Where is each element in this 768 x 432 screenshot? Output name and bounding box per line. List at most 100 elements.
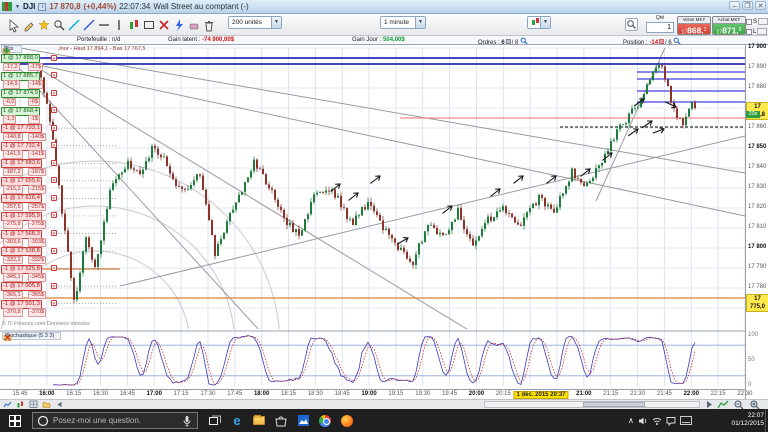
vertical-line-tool-icon[interactable] — [111, 17, 125, 33]
order-close-icon[interactable]: ✕ — [51, 265, 57, 272]
time-axis-label: 18:30 — [307, 391, 323, 397]
order-label[interactable]: -1 @ 17 538,8 — [1, 247, 42, 257]
horizontal-scrollbar[interactable] — [484, 401, 700, 408]
order-close-icon[interactable]: ✕ — [51, 247, 57, 254]
price-axis[interactable]: 17 900 17 890 17 880 17 860 17 850 17 840 17 8… — [745, 44, 768, 400]
pencil-tool-icon[interactable] — [21, 17, 35, 33]
star-tool-icon[interactable] — [36, 17, 50, 33]
instrument-search-button[interactable] — [625, 18, 638, 31]
order-pnl-currency: -1$ — [28, 115, 40, 124]
timeframe-select[interactable]: 1 minute ▼ — [380, 16, 426, 29]
store-icon[interactable] — [270, 409, 292, 432]
chevron-down-icon[interactable]: ▼ — [540, 17, 550, 28]
buy-marker-tool-icon[interactable] — [126, 17, 140, 33]
time-axis[interactable]: 15:45 16:00 16:15 16:30 16:45 17:00 17:15 17:30… — [0, 389, 752, 400]
price-axis-label: 17 880 — [748, 84, 767, 90]
chevron-down-icon[interactable]: ▼ — [415, 17, 425, 28]
stop-checkbox-label: S — [753, 18, 758, 25]
units-select[interactable]: 200 unités ▼ — [228, 16, 282, 29]
chart-type-button[interactable]: ▼ — [527, 16, 551, 29]
order-label[interactable]: 1 @ 17 874,9 — [1, 89, 40, 99]
volume-icon[interactable] — [638, 416, 648, 426]
sell-market-button[interactable]: Vente MKT 17868,1 — [677, 16, 711, 35]
search-input[interactable] — [53, 416, 177, 425]
cursor-tool-icon[interactable] — [6, 17, 20, 33]
grid-icon[interactable] — [29, 400, 41, 409]
order-close-icon[interactable]: ✕ — [51, 54, 57, 61]
indicator-icon[interactable] — [3, 400, 15, 409]
limit-value-field[interactable] — [757, 28, 768, 35]
order-close-icon[interactable]: ✕ — [51, 300, 57, 307]
zoom-out-icon[interactable] — [733, 400, 746, 410]
order-close-icon[interactable]: ✕ — [51, 142, 57, 149]
show-desktop-button[interactable] — [765, 409, 768, 432]
order-label[interactable]: 1 @ 17 868,4 — [1, 106, 40, 116]
chevron-down-icon[interactable]: ▼ — [271, 17, 281, 28]
order-label[interactable]: -1 @ 17 733,1 — [1, 124, 42, 134]
maximize-button[interactable]: ❐ — [742, 1, 753, 10]
collapse-icon[interactable] — [55, 400, 67, 409]
edge-icon[interactable]: e — [233, 413, 241, 428]
limit-checkbox[interactable] — [746, 28, 752, 35]
keyboard-icon[interactable] — [679, 416, 692, 425]
window-controls: – ❐ ✕ — [729, 1, 766, 10]
task-view-icon[interactable] — [204, 409, 226, 432]
order-close-icon[interactable]: ✕ — [51, 124, 57, 131]
order-close-icon[interactable]: ✕ — [51, 159, 57, 166]
order-close-icon[interactable]: ✕ — [51, 230, 57, 236]
close-button[interactable]: ✕ — [755, 1, 766, 10]
order-close-icon[interactable]: ✕ — [51, 282, 57, 289]
position-magnifier-icon[interactable] — [673, 37, 681, 45]
network-icon[interactable] — [652, 416, 662, 426]
segment-cyan-tool-icon[interactable] — [66, 17, 80, 33]
info-icon[interactable]: i — [38, 2, 47, 11]
stochastic-panel-header[interactable]: Stochastique (5 3 3) — [2, 332, 62, 341]
buy-market-button[interactable]: Achat MKT 17871,9 — [712, 16, 746, 35]
firefox-icon[interactable] — [336, 409, 358, 432]
compare-icon[interactable] — [16, 400, 28, 409]
order-label[interactable]: 1 @ 17 888,0 — [1, 54, 40, 63]
stop-value-field[interactable] — [758, 18, 768, 25]
delete-cross-tool-icon[interactable] — [156, 17, 170, 33]
action-center-icon[interactable] — [666, 416, 676, 426]
microphone-icon[interactable] — [182, 415, 192, 427]
horizontal-line-tool-icon[interactable] — [96, 17, 110, 33]
marker-icon[interactable] — [42, 400, 54, 409]
order-label[interactable]: 1 @ 17 885,7 — [1, 71, 40, 81]
chart-icon[interactable] — [717, 400, 730, 409]
order-close-icon[interactable]: ✕ — [51, 212, 57, 219]
order-label[interactable]: -1 @ 17 683,6 — [1, 159, 42, 169]
symbol-dropdown-icon[interactable]: ▼ — [15, 3, 20, 10]
lightning-tool-icon[interactable] — [171, 17, 185, 33]
start-button[interactable] — [0, 409, 30, 432]
order-close-icon[interactable]: ✕ — [51, 107, 57, 114]
chrome-icon[interactable] — [314, 409, 336, 432]
tray-chevron-up-icon[interactable]: ∧ — [628, 416, 634, 425]
price-axis-label: 17 900 — [748, 44, 767, 50]
trash-tool-icon[interactable] — [201, 17, 215, 33]
photos-icon[interactable] — [292, 409, 314, 432]
segment-blue-tool-icon[interactable] — [81, 17, 95, 33]
price-axis-label: 17 850 — [748, 144, 767, 150]
eraser-tool-icon[interactable] — [186, 17, 200, 33]
order-close-icon[interactable]: ✕ — [51, 194, 57, 201]
order-close-icon[interactable]: ✕ — [51, 177, 57, 184]
pan-right-icon[interactable] — [703, 400, 716, 409]
order-close-icon[interactable]: ✕ — [51, 89, 57, 96]
qty-input[interactable] — [646, 22, 674, 33]
cortana-search-box[interactable] — [32, 412, 198, 429]
magnifier-tool-icon[interactable] — [51, 17, 65, 33]
stoch-axis-label: 0 — [748, 382, 752, 388]
order-label[interactable]: -1 @ 17 505,8 — [1, 282, 42, 292]
rectangle-tool-icon[interactable] — [141, 17, 155, 33]
scrollbar-thumb[interactable] — [583, 402, 645, 407]
order-close-icon[interactable]: ✕ — [51, 72, 57, 79]
chart-bottom-bar — [0, 399, 768, 410]
orders-magnifier-icon[interactable] — [520, 37, 528, 45]
main-chart-canvas[interactable] — [0, 45, 746, 391]
stop-checkbox[interactable] — [746, 18, 752, 25]
taskbar-clock[interactable]: 22:07 01/12/2015 — [718, 412, 764, 428]
zoom-in-icon[interactable] — [749, 400, 762, 410]
minimize-button[interactable]: – — [729, 1, 740, 10]
file-explorer-icon[interactable] — [248, 409, 270, 432]
